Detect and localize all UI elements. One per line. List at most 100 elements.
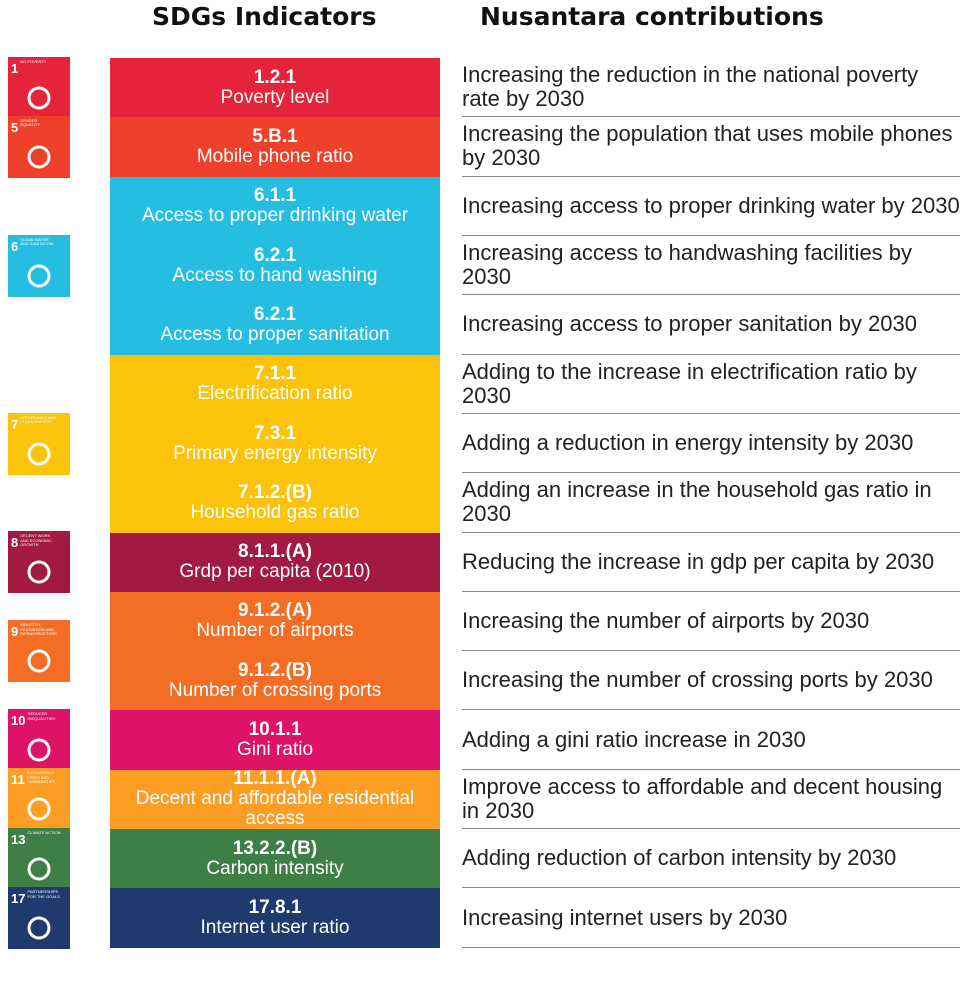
indicator-cell: 7.1.1 Electrification ratio [110, 355, 440, 414]
indicator-code: 13.2.2.(B) [232, 837, 318, 859]
contribution: Adding an increase in the household gas … [462, 473, 960, 533]
indicator-band [110, 829, 440, 889]
icon-glyph [27, 797, 51, 821]
indicator-cell: 6.1.1 Access to proper drinking water [110, 177, 440, 236]
icon-label: DECENT WORK AND ECONOMIC GROWTH [20, 533, 52, 548]
indicator-code: 7.3.1 [253, 422, 297, 444]
indicator-name: Number of crossing ports [168, 679, 382, 701]
indicator-cell: 10.1.1 Gini ratio [110, 710, 440, 769]
contribution: Reducing the increase in gdp per capita … [462, 533, 960, 592]
indicator-cell: 7.1.2.(B) Household gas ratio [110, 473, 440, 532]
indicator-code: 11.1.1.(A) [233, 768, 317, 790]
icon-glyph [27, 916, 51, 940]
icon-glyph [27, 560, 51, 584]
indicator-cell: 17.8.1 Internet user ratio [110, 888, 440, 947]
icon-label: REDUCED INEQUALITIES [27, 711, 56, 721]
sdg-icon: 1 NO POVERTY [8, 56, 70, 119]
indicator-cell: 8.1.1.(A) Grdp per capita (2010) [110, 533, 440, 592]
icon-label: SUSTAINABLE CITIES AND COMMUNITIES [26, 770, 56, 785]
indicator-code: 6.2.1 [253, 303, 297, 325]
indicator-cell: 11.1.1.(A) Decent and affordable resident… [110, 768, 440, 830]
indicator-code: 9.1.2.(B) [238, 659, 312, 681]
contribution: Increasing access to handwashing facilit… [462, 236, 960, 296]
icon-label: CLIMATE ACTION [27, 829, 61, 835]
indicator-name: Gini ratio [236, 739, 314, 761]
icon-number: 1 [11, 60, 19, 76]
indicator-band [110, 58, 440, 118]
icon-label: INDUSTRY, INNOVATION AND INFRASTRUCTURE [20, 622, 57, 637]
sdg-icon: 9 INDUSTRY, INNOVATION AND INFRASTRUCTURE [8, 620, 70, 683]
indicator-code: 7.1.1 [253, 363, 297, 385]
indicator-cell: 9.1.2.(A) Number of airports [110, 592, 440, 651]
indicator-cell: 9.1.2.(B) Number of crossing ports [110, 651, 440, 710]
indicator-name: Access to hand washing [172, 264, 378, 286]
contribution: Adding a reduction in energy intensity b… [462, 414, 960, 474]
icon-label: PARTNERSHIPS FOR THE GOALS [27, 889, 60, 899]
icon-label: AFFORDABLE AND CLEAN ENERGY [20, 414, 57, 425]
indicator-code: 8.1.1.(A) [238, 541, 312, 563]
sdg-icon: 10 REDUCED INEQUALITIES [8, 709, 70, 772]
indicator-band [110, 532, 440, 592]
contribution: Increasing access to proper sanitation b… [462, 295, 960, 355]
indicator-cell: 6.2.1 Access to proper sanitation [110, 295, 440, 354]
contribution: Increasing access to proper drinking wat… [462, 177, 960, 236]
indicator-band [110, 354, 440, 533]
indicator-name: Decent and affordable residential access [135, 788, 415, 830]
contribution: Increasing the reduction in the national… [462, 58, 960, 118]
icon-glyph [27, 738, 51, 762]
indicator-code: 6.2.1 [253, 244, 297, 266]
sdg-icon: 13 CLIMATE ACTION [8, 827, 70, 890]
sdg-icon: 6 CLEAN WATER AND SANITATION [8, 234, 70, 297]
indicator-name: Number of airports [196, 620, 354, 642]
indicators-header: SDGs Indicators [152, 2, 377, 31]
contribution: Increasing the number of crossing ports … [462, 651, 960, 711]
indicator-cell: 13.2.2.(B) Carbon intensity [110, 829, 440, 888]
indicator-band [110, 591, 440, 711]
icon-number: 13 [11, 831, 26, 847]
sdg-icon: 8 DECENT WORK AND ECONOMIC GROWTH [8, 531, 70, 594]
contribution: Increasing the number of airports by 203… [462, 592, 960, 652]
indicator-code: 5.B.1 [252, 125, 298, 147]
indicator-name: Access to proper drinking water [141, 205, 409, 227]
icon-label: NO POVERTY [20, 58, 47, 64]
icon-glyph [27, 857, 51, 881]
icon-number: 10 [11, 713, 26, 729]
icon-glyph [27, 86, 51, 110]
icon-number: 11 [11, 772, 25, 788]
icon-number: 5 [11, 119, 19, 135]
indicator-code: 6.1.1 [253, 185, 297, 207]
icon-glyph [27, 264, 51, 288]
indicator-name: Access to proper sanitation [160, 323, 390, 345]
icon-number: 17 [11, 891, 26, 907]
contribution: Increasing the population that uses mobi… [462, 117, 960, 177]
indicator-name: Household gas ratio [190, 501, 360, 523]
contribution: Improve access to affordable and decent … [462, 770, 960, 830]
indicator-name: Poverty level [220, 86, 330, 108]
indicator-band [110, 888, 440, 948]
icon-glyph [27, 649, 51, 673]
indicator-cell: 6.2.1 Access to hand washing [110, 236, 440, 295]
indicator-name: Primary energy intensity [173, 442, 377, 464]
indicator-code: 10.1.1 [248, 719, 302, 741]
indicator-name: Internet user ratio [200, 917, 350, 939]
contribution: Increasing internet users by 2030 [462, 888, 960, 948]
indicator-name: Mobile phone ratio [196, 145, 354, 167]
indicator-cell: 5.B.1 Mobile phone ratio [110, 117, 440, 176]
indicator-band [110, 176, 440, 355]
indicator-cell: 7.3.1 Primary energy intensity [110, 414, 440, 473]
icon-label: CLEAN WATER AND SANITATION [20, 236, 54, 247]
icon-glyph [27, 145, 51, 169]
icon-number: 8 [11, 535, 19, 551]
icon-number: 7 [11, 416, 19, 432]
contribution: Adding a gini ratio increase in 2030 [462, 710, 960, 770]
indicator-cell: 1.2.1 Poverty level [110, 58, 440, 117]
sdg-icon: 7 AFFORDABLE AND CLEAN ENERGY [8, 412, 70, 475]
indicator-code: 7.1.2.(B) [238, 481, 312, 503]
icon-number: 9 [11, 624, 19, 640]
indicator-code: 1.2.1 [253, 66, 297, 88]
indicator-name: Grdp per capita (2010) [179, 561, 371, 583]
icon-glyph [27, 442, 51, 466]
sdg-icon: 11 SUSTAINABLE CITIES AND COMMUNITIES [8, 768, 70, 831]
indicator-band [110, 769, 440, 830]
